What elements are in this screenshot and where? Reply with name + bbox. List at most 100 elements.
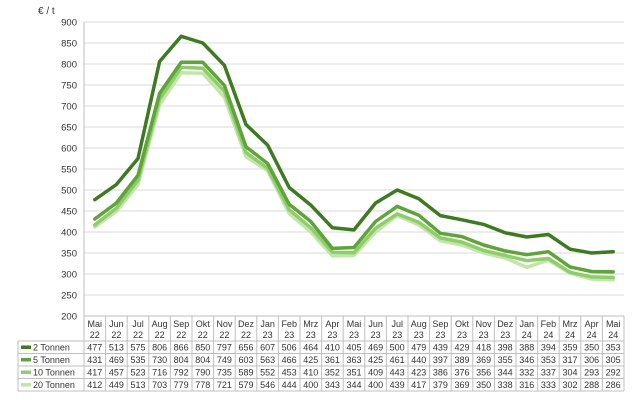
x-tick-label-month: Mrz (563, 319, 578, 329)
x-tick-label-month: Jul (132, 319, 144, 329)
table-cell-value: 400 (303, 380, 318, 390)
x-tick-label-month: Okt (196, 319, 211, 329)
table-cell-value: 361 (325, 355, 340, 365)
table-cell-value: 317 (562, 355, 577, 365)
table-cell-value: 353 (541, 355, 556, 365)
table-cell-value: 293 (584, 368, 599, 378)
table-cell-value: 405 (346, 343, 361, 353)
table-cell-value: 288 (584, 380, 599, 390)
table-cell-value: 352 (325, 368, 340, 378)
table-cell-value: 730 (152, 355, 167, 365)
table-cell-value: 369 (454, 380, 469, 390)
y-tick-label: 750 (61, 81, 77, 92)
table-cell-value: 716 (152, 368, 167, 378)
x-tick-label-month: Aug (411, 319, 427, 329)
table-cell-value: 469 (109, 355, 124, 365)
x-tick-label-year: 23 (349, 330, 359, 340)
y-tick-label: 800 (61, 60, 77, 71)
table-cell-value: 790 (195, 368, 210, 378)
table-cell-value: 444 (282, 380, 297, 390)
table-cell-value: 305 (606, 355, 621, 365)
table-cell-value: 506 (282, 343, 297, 353)
table-cell-value: 440 (411, 355, 426, 365)
y-tick-label: 700 (61, 102, 77, 113)
x-tick-label-month: Jan (260, 319, 275, 329)
table-cell-value: 400 (368, 380, 383, 390)
table-cell-value: 449 (109, 380, 124, 390)
table-cell-value: 316 (519, 380, 534, 390)
table-cell-value: 804 (195, 355, 210, 365)
x-tick-label-year: 22 (176, 330, 186, 340)
x-tick-label-year: 22 (90, 330, 100, 340)
table-cell-value: 546 (260, 380, 275, 390)
table-cell-value: 792 (174, 368, 189, 378)
legend-entry: 5 Tonnen (33, 355, 70, 365)
table-cell-value: 379 (433, 380, 448, 390)
y-tick-label: 850 (61, 39, 77, 50)
table-cell-value: 656 (238, 343, 253, 353)
x-tick-label-year: 24 (587, 330, 597, 340)
x-tick-label-year: 24 (565, 330, 575, 340)
x-tick-label-month: Okt (455, 319, 470, 329)
x-tick-label-month: Jun (368, 319, 383, 329)
table-cell-value: 477 (87, 343, 102, 353)
table-cell-value: 457 (109, 368, 124, 378)
y-tick-label: 400 (61, 228, 77, 239)
table-cell-value: 439 (390, 380, 405, 390)
x-tick-label-year: 22 (198, 330, 208, 340)
table-cell-value: 353 (606, 343, 621, 353)
x-tick-label-month: Dez (497, 319, 514, 329)
x-tick-label-year: 23 (479, 330, 489, 340)
legend-entry: 2 Tonnen (33, 343, 70, 353)
data-table: Mai22Jun22Jul22Aug22Sep22Okt22Nov22Dez22… (17, 315, 625, 392)
x-tick-label-year: 23 (327, 330, 337, 340)
table-cell-value: 431 (87, 355, 102, 365)
table-cell-value: 350 (476, 380, 491, 390)
table-cell-value: 735 (217, 368, 232, 378)
table-cell-value: 302 (562, 380, 577, 390)
series-line (93, 60, 615, 274)
table-cell-value: 535 (130, 355, 145, 365)
table-cell-value: 461 (390, 355, 405, 365)
y-tick-label: 500 (61, 186, 77, 197)
table-cell-value: 806 (152, 343, 167, 353)
x-tick-label-year: 23 (500, 330, 510, 340)
table-cell-value: 355 (498, 355, 513, 365)
table-cell-value: 563 (260, 355, 275, 365)
x-tick-label-month: Aug (152, 319, 168, 329)
table-cell-value: 417 (87, 368, 102, 378)
x-tick-label-year: 23 (284, 330, 294, 340)
table-cell-value: 439 (433, 343, 448, 353)
table-cell-value: 850 (195, 343, 210, 353)
table-cell-value: 513 (109, 343, 124, 353)
x-tick-label-month: Nov (216, 319, 233, 329)
table-cell-value: 363 (346, 355, 361, 365)
series-line (93, 71, 615, 282)
table-cell-value: 779 (174, 380, 189, 390)
table-cell-value: 703 (152, 380, 167, 390)
table-cell-value: 292 (606, 368, 621, 378)
table-cell-value: 417 (411, 380, 426, 390)
table-cell-value: 479 (411, 343, 426, 353)
table-cell-value: 804 (174, 355, 189, 365)
x-tick-label-year: 24 (543, 330, 553, 340)
table-cell-value: 523 (130, 368, 145, 378)
table-cell-value: 394 (541, 343, 556, 353)
table-cell-value: 410 (325, 343, 340, 353)
table-cell-value: 286 (606, 380, 621, 390)
table-cell-value: 603 (238, 355, 253, 365)
table-cell-value: 359 (562, 343, 577, 353)
x-tick-label-year: 23 (263, 330, 273, 340)
table-cell-value: 356 (476, 368, 491, 378)
table-cell-value: 423 (411, 368, 426, 378)
table-cell-value: 464 (303, 343, 318, 353)
table-cell-value: 386 (433, 368, 448, 378)
table-cell-value: 389 (454, 355, 469, 365)
table-cell-value: 409 (368, 368, 383, 378)
x-tick-label-month: Mai (88, 319, 103, 329)
x-tick-label-year: 23 (457, 330, 467, 340)
x-tick-label-year: 24 (522, 330, 532, 340)
x-tick-label-month: Sep (432, 319, 448, 329)
table-cell-value: 338 (498, 380, 513, 390)
